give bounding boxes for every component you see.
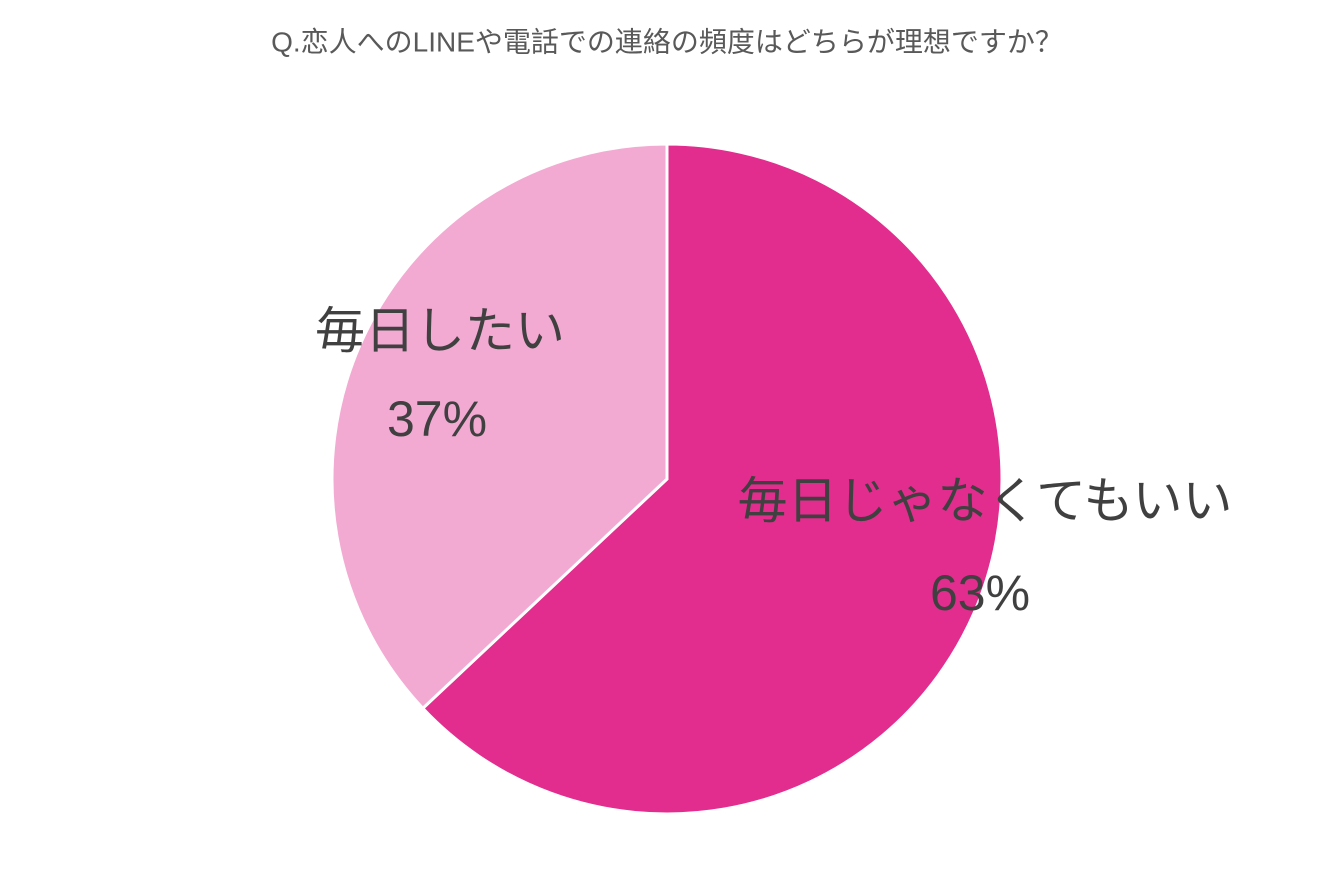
slice-label: 毎日じゃなくてもいい	[738, 473, 1233, 529]
pie-slice	[330, 142, 669, 711]
value-label: 63%	[930, 565, 1030, 621]
chart-title: Q.恋人へのLINEや電話での連絡の頻度はどちらが理想ですか？	[271, 26, 1063, 57]
slice-label: 毎日したい	[315, 303, 565, 359]
value-label: 37%	[387, 391, 487, 447]
pie-slice	[420, 142, 1004, 816]
